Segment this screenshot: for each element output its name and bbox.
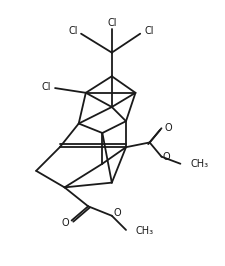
- Text: CH₃: CH₃: [189, 159, 207, 169]
- Text: O: O: [61, 218, 68, 228]
- Text: Cl: Cl: [41, 82, 51, 92]
- Text: Cl: Cl: [144, 26, 153, 36]
- Text: CH₃: CH₃: [135, 226, 153, 236]
- Text: O: O: [164, 123, 171, 133]
- Text: O: O: [162, 152, 170, 162]
- Text: Cl: Cl: [68, 26, 77, 36]
- Text: Cl: Cl: [107, 18, 116, 28]
- Text: O: O: [113, 208, 120, 218]
